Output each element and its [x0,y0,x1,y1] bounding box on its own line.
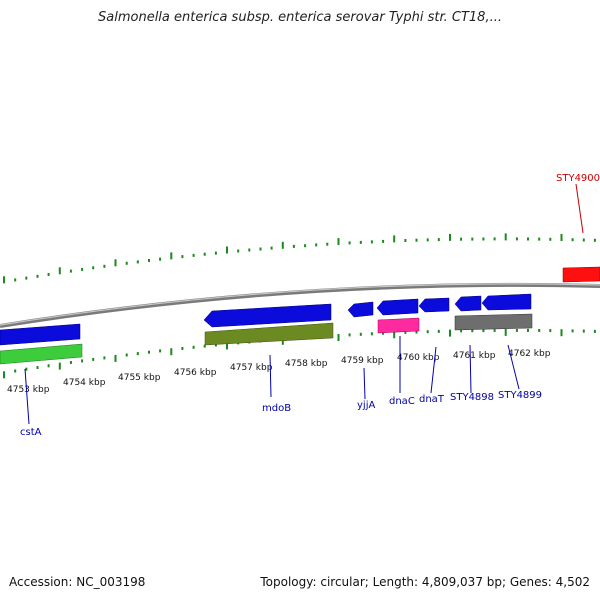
other-feature-STY4898-4899[interactable] [454,313,533,331]
gene-label-dnaT[interactable]: dnaT [419,394,445,405]
gene-labels: cstA mdoB yjjA dnaC dnaT STY4898 STY4899… [20,173,600,438]
genome-backbone [0,282,600,328]
gene-label-mdoB[interactable]: mdoB [262,403,291,414]
feature-track [0,266,600,365]
cds-cstA[interactable] [0,323,81,346]
gene-mdoB[interactable] [204,322,334,346]
kbp-label: 4759 kbp [341,356,384,366]
gene-label-yjjA[interactable]: yjjA [357,400,375,411]
kbp-label: 4756 kbp [174,368,217,378]
leader-dnaT [430,346,437,394]
leader-yjjA [363,367,366,400]
kbp-label: 4757 kbp [230,363,273,373]
leader-STY4899 [507,344,520,390]
leader-mdoB [269,354,272,398]
gene-cstA[interactable] [0,343,83,365]
cds-mdoB[interactable] [203,303,332,328]
cds-yjjA[interactable] [347,301,374,318]
cds-dnaC[interactable] [376,298,419,316]
kbp-label: 4761 kbp [453,351,496,361]
kbp-labels: 4753 kbp 4754 kbp 4755 kbp 4756 kbp 4757… [7,349,551,395]
kbp-label: 4762 kbp [508,349,551,359]
kbp-label: 4754 kbp [63,378,106,388]
gene-label-STY4898[interactable]: STY4898 [450,392,494,403]
kbp-label: 4753 kbp [7,385,50,395]
map-title: Salmonella enterica subsp. enterica sero… [98,10,502,25]
kbp-label: 4760 kbp [397,353,440,363]
cds-STY4899[interactable] [481,293,532,311]
gene-label-cstA[interactable]: cstA [20,427,42,438]
accession-label: Accession: NC_003198 [9,575,146,589]
topology-label: Topology: circular; Length: 4,809,037 bp… [260,575,590,589]
misc-feature-dnaC[interactable] [377,317,420,334]
leader-STY4900 [575,183,584,234]
gene-label-dnaC[interactable]: dnaC [389,396,415,407]
kbp-label: 4758 kbp [285,359,328,369]
genome-backbone-highlight [0,283,600,326]
cds-STY4900[interactable] [562,266,600,283]
cds-STY4898[interactable] [454,295,482,312]
leader-cstA [24,368,30,425]
cds-dnaT[interactable] [418,297,450,313]
gene-label-STY4899[interactable]: STY4899 [498,390,542,401]
kbp-label: 4755 kbp [118,373,161,383]
outer-tick-ring [3,233,596,284]
gene-label-STY4900[interactable]: STY4900 [556,173,600,184]
leader-STY4898 [469,344,472,394]
label-leaders [24,183,584,425]
